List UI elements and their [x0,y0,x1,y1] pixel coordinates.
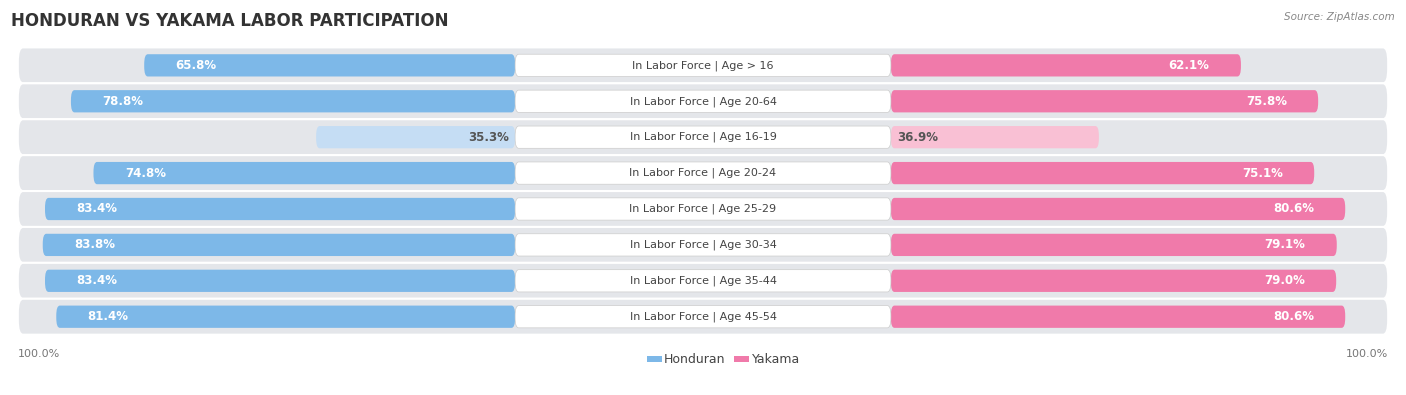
Text: 100.0%: 100.0% [18,349,60,359]
Text: In Labor Force | Age > 16: In Labor Force | Age > 16 [633,60,773,71]
FancyBboxPatch shape [891,270,1336,292]
Text: In Labor Force | Age 35-44: In Labor Force | Age 35-44 [630,276,776,286]
FancyBboxPatch shape [18,227,1388,263]
FancyBboxPatch shape [18,47,1388,83]
Text: 74.8%: 74.8% [125,167,166,180]
FancyBboxPatch shape [70,90,515,113]
FancyBboxPatch shape [18,263,1388,299]
FancyBboxPatch shape [18,191,1388,227]
FancyBboxPatch shape [42,234,515,256]
Text: In Labor Force | Age 45-54: In Labor Force | Age 45-54 [630,312,776,322]
Text: 83.4%: 83.4% [76,203,117,216]
FancyBboxPatch shape [515,306,891,328]
Text: 75.1%: 75.1% [1241,167,1282,180]
Text: In Labor Force | Age 20-24: In Labor Force | Age 20-24 [630,168,776,178]
FancyBboxPatch shape [93,162,515,184]
FancyBboxPatch shape [145,54,515,77]
FancyBboxPatch shape [18,83,1388,119]
FancyBboxPatch shape [515,126,891,148]
FancyBboxPatch shape [891,234,1337,256]
FancyBboxPatch shape [45,198,515,220]
FancyBboxPatch shape [891,306,1346,328]
Text: 80.6%: 80.6% [1272,203,1313,216]
Text: 100.0%: 100.0% [1346,349,1388,359]
Text: 78.8%: 78.8% [103,95,143,108]
FancyBboxPatch shape [18,155,1388,191]
Text: In Labor Force | Age 16-19: In Labor Force | Age 16-19 [630,132,776,143]
Text: In Labor Force | Age 30-34: In Labor Force | Age 30-34 [630,240,776,250]
FancyBboxPatch shape [891,54,1241,77]
Text: 65.8%: 65.8% [176,59,217,72]
FancyBboxPatch shape [56,306,515,328]
FancyBboxPatch shape [515,234,891,256]
FancyBboxPatch shape [316,126,515,148]
Text: 79.0%: 79.0% [1264,274,1305,287]
FancyBboxPatch shape [515,90,891,113]
Text: 81.4%: 81.4% [87,310,128,323]
FancyBboxPatch shape [515,162,891,184]
FancyBboxPatch shape [891,126,1099,148]
Text: In Labor Force | Age 25-29: In Labor Force | Age 25-29 [630,204,776,214]
FancyBboxPatch shape [891,90,1319,113]
Text: 80.6%: 80.6% [1272,310,1313,323]
Text: Honduran: Honduran [664,353,725,366]
Text: In Labor Force | Age 20-64: In Labor Force | Age 20-64 [630,96,776,107]
FancyBboxPatch shape [515,54,891,77]
Text: 35.3%: 35.3% [468,131,509,144]
FancyBboxPatch shape [515,198,891,220]
Text: Source: ZipAtlas.com: Source: ZipAtlas.com [1284,12,1395,22]
Bar [647,356,662,362]
FancyBboxPatch shape [515,270,891,292]
Text: 62.1%: 62.1% [1168,59,1209,72]
Text: 83.4%: 83.4% [76,274,117,287]
FancyBboxPatch shape [891,198,1346,220]
Text: 75.8%: 75.8% [1246,95,1286,108]
FancyBboxPatch shape [18,299,1388,335]
Text: 79.1%: 79.1% [1264,239,1305,251]
Text: Yakama: Yakama [752,353,800,366]
Text: 36.9%: 36.9% [897,131,938,144]
FancyBboxPatch shape [891,162,1315,184]
Text: HONDURAN VS YAKAMA LABOR PARTICIPATION: HONDURAN VS YAKAMA LABOR PARTICIPATION [11,12,449,30]
FancyBboxPatch shape [45,270,515,292]
Bar [734,356,749,362]
FancyBboxPatch shape [18,119,1388,155]
Text: 83.8%: 83.8% [75,239,115,251]
